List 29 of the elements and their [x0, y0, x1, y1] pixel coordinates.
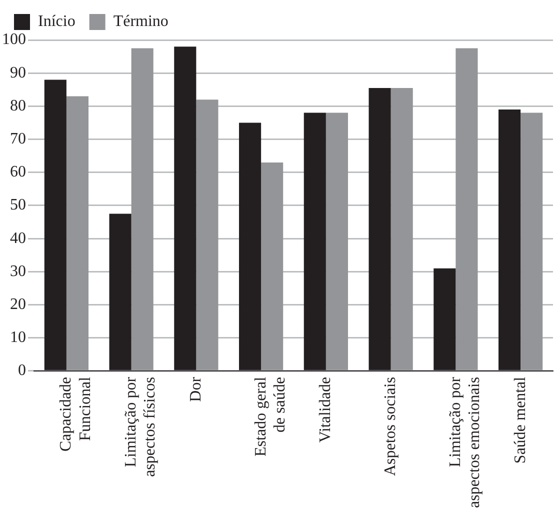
- y-tick-label: 80: [10, 97, 26, 114]
- bar: [261, 162, 284, 370]
- y-tick-label: 40: [10, 230, 26, 247]
- x-tick-label: Aspetos sociais: [382, 376, 400, 476]
- x-tick-label: Saúde mental: [512, 376, 529, 464]
- x-tick-label: Capacidade Funcional: [58, 376, 94, 452]
- bar: [456, 48, 478, 370]
- y-tick-label: 10: [10, 329, 26, 346]
- x-tick-label: Limitação por aspectos emocionais: [446, 376, 484, 508]
- x-tick-label: Vitalidade: [317, 376, 334, 443]
- bar: [66, 96, 88, 370]
- x-tick-label: Limitação por aspectos físicos: [122, 376, 159, 477]
- legend-label: Início: [38, 13, 76, 30]
- y-tick-label: 50: [10, 196, 26, 214]
- bar: [131, 48, 154, 370]
- y-tick-label: 70: [10, 130, 26, 148]
- y-tick-label: 20: [10, 296, 26, 313]
- y-tick-label: 100: [2, 31, 26, 48]
- x-tick-label: Estado geral de saúde: [252, 376, 288, 456]
- bar: [520, 112, 543, 370]
- y-tick-label: 30: [10, 262, 26, 280]
- y-tick-label: 90: [10, 64, 26, 82]
- bar: [196, 100, 218, 370]
- x-tick-label: Dor: [187, 376, 204, 402]
- bar: [326, 112, 348, 370]
- y-tick-label: 60: [10, 164, 26, 181]
- legend-label: Término: [113, 13, 168, 30]
- bar: [390, 88, 413, 370]
- y-tick-label: 0: [18, 362, 26, 380]
